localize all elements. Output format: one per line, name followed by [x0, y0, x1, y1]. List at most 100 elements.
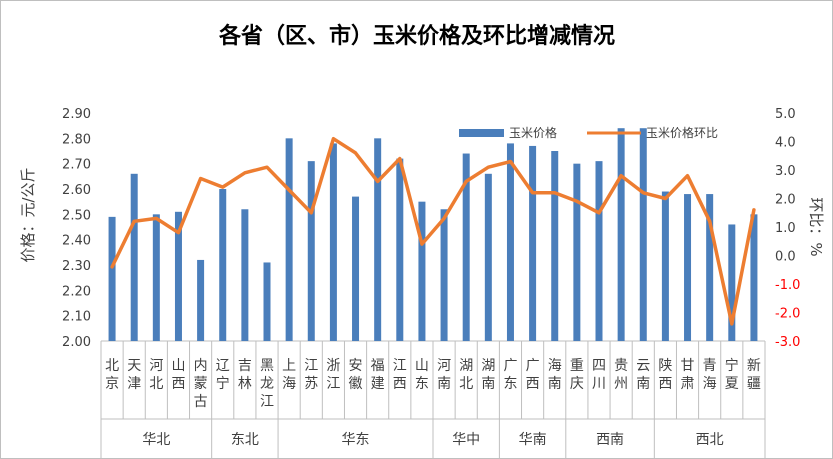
price-bar — [639, 128, 647, 341]
y-tick-label: 2.80 — [62, 132, 91, 147]
price-bar — [750, 214, 758, 341]
region-label: 华北 — [142, 432, 170, 448]
price-bar — [440, 209, 448, 341]
mom-change-line — [110, 136, 756, 326]
y2-tick-label: 4.0 — [775, 136, 796, 151]
price-bar — [352, 196, 360, 341]
category-label: 安徽 — [349, 358, 363, 392]
category-label: 北京 — [105, 358, 119, 392]
price-bar — [108, 216, 116, 341]
y2-tick-label: 2.0 — [775, 193, 796, 208]
chart-title: 各省（区、市）玉米价格及环比增减情况 — [218, 23, 615, 49]
price-bar — [174, 211, 182, 341]
category-label: 海南 — [548, 358, 562, 392]
y-tick-labels-left: 2.00 2.10 2.20 2.30 2.40 2.50 2.60 2.70 2.80 2.90 — [62, 107, 91, 350]
category-label: 陕西 — [658, 358, 672, 392]
category-label: 江西 — [393, 358, 407, 392]
y2-tick-label: -2.0 — [775, 307, 800, 322]
category-label: 广西 — [526, 358, 540, 392]
y-tick-label: 2.40 — [62, 234, 91, 249]
category-label: 湖北 — [459, 358, 473, 392]
price-bar — [219, 189, 227, 341]
y-tick-labels-right: -3.0 -2.0 -1.0 0.0 1.0 2.0 3.0 4.0 5.0 — [775, 107, 800, 350]
category-label: 湖南 — [481, 358, 495, 392]
price-bar — [396, 158, 404, 341]
category-label: 辽宁 — [216, 358, 230, 392]
category-label: 内蒙古 — [194, 358, 208, 410]
category-label: 天津 — [127, 358, 141, 392]
category-labels: 北京天津河北山西内蒙古辽宁吉林黑龙江上海江苏浙江安徽福建江西山东河南湖北湖南广东… — [105, 357, 761, 410]
price-bar — [728, 224, 736, 341]
price-bar — [573, 163, 581, 341]
y2-tick-label: 1.0 — [775, 221, 796, 236]
price-bar — [462, 153, 470, 341]
category-label: 宁夏 — [725, 357, 739, 392]
region-label: 西南 — [596, 432, 624, 448]
category-label: 甘肃 — [681, 358, 695, 392]
y-axis-title-right: 环比：% — [807, 197, 825, 256]
category-label: 云南 — [636, 358, 650, 392]
price-bar — [661, 191, 669, 341]
price-bar — [706, 194, 714, 341]
region-label: 华东 — [342, 432, 370, 448]
price-bar — [617, 128, 625, 341]
price-bars — [108, 128, 758, 341]
category-label: 浙江 — [326, 358, 340, 392]
price-bar — [152, 214, 160, 341]
category-label: 江苏 — [304, 358, 318, 392]
price-bar — [241, 209, 249, 341]
category-label: 广东 — [503, 358, 517, 392]
category-label: 河南 — [437, 358, 451, 392]
category-label: 贵州 — [614, 358, 628, 392]
y-tick-label: 2.30 — [62, 259, 91, 274]
y2-tick-label: -1.0 — [775, 278, 800, 293]
category-label: 山西 — [171, 358, 185, 392]
y-tick-label: 2.60 — [62, 183, 91, 198]
category-label: 上海 — [282, 358, 296, 392]
region-label: 华南 — [519, 432, 547, 448]
price-bar — [374, 138, 382, 341]
y-tick-label: 2.10 — [62, 310, 91, 325]
region-label: 东北 — [231, 432, 259, 448]
price-bar — [484, 173, 492, 341]
y-tick-label: 2.90 — [62, 107, 91, 122]
y-axis-title-left: 价格：元/公斤 — [19, 167, 37, 262]
legend-bar-label: 玉米价格 — [509, 125, 557, 140]
y-tick-label: 2.70 — [62, 158, 91, 173]
category-label: 青海 — [703, 358, 717, 392]
price-bar — [307, 161, 315, 341]
y-tick-label: 2.50 — [62, 208, 91, 223]
legend-bar-swatch — [459, 129, 504, 137]
price-bar — [595, 161, 603, 341]
category-label: 福建 — [371, 358, 385, 392]
price-bar — [506, 143, 514, 341]
y2-tick-label: 3.0 — [775, 164, 796, 179]
y-tick-label: 2.20 — [62, 284, 91, 299]
y-tick-label: 2.00 — [62, 335, 91, 350]
price-bar — [263, 262, 271, 341]
price-bar — [197, 259, 205, 341]
price-bar — [529, 145, 537, 341]
price-bar — [418, 201, 426, 341]
price-bar — [551, 151, 559, 341]
price-bar — [329, 143, 337, 341]
price-bar — [684, 194, 692, 341]
category-label: 四川 — [592, 358, 606, 392]
category-label: 吉林 — [238, 358, 252, 392]
legend: 玉米价格 玉米价格环比 — [459, 125, 718, 140]
category-label: 重庆 — [570, 358, 584, 392]
region-labels: 华北 东北 华东 华中 华南 西南 西北 — [142, 419, 724, 458]
region-label: 华中 — [452, 432, 480, 448]
price-bar — [285, 138, 293, 341]
category-label: 河北 — [149, 358, 163, 392]
y2-tick-label: 5.0 — [775, 107, 796, 122]
legend-line-label: 玉米价格环比 — [646, 125, 718, 140]
category-label: 新疆 — [747, 358, 761, 392]
y2-tick-label: -3.0 — [775, 335, 800, 350]
mom-change-series-line — [110, 136, 756, 326]
y2-tick-label: 0.0 — [775, 250, 796, 265]
category-label: 黑龙江 — [260, 358, 274, 410]
price-bar — [130, 173, 138, 341]
region-label: 西北 — [696, 432, 724, 448]
